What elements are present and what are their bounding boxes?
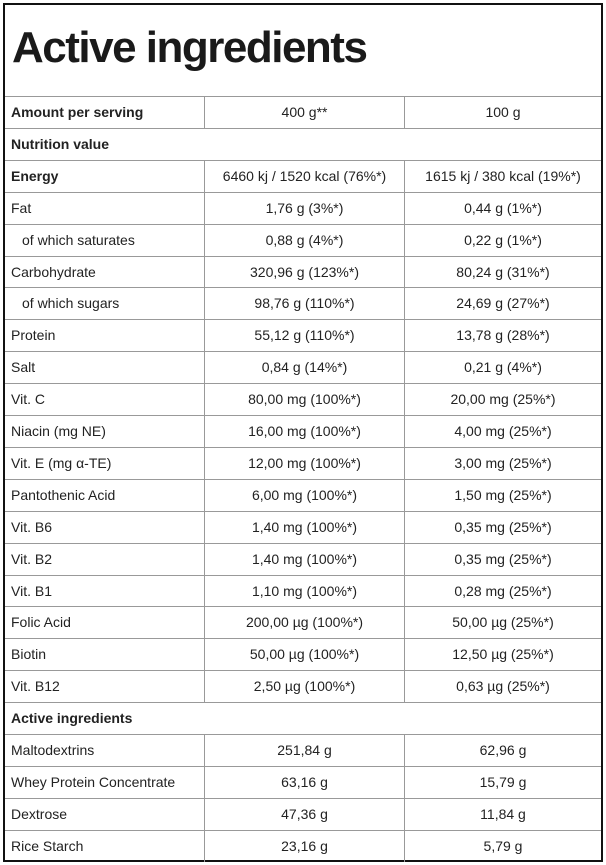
row-label: Niacin (mg NE) [11,423,106,439]
table-row: Niacin (mg NE) 16,00 mg (100%*) 4,00 mg (2… [5,415,601,447]
row-label: of which sugars [22,295,120,312]
row-value: 12,50 µg (25%*) [404,639,601,671]
row-value: 1,76 g (3%*) [204,192,404,224]
row-value: 1,10 mg (100%*) [204,575,404,607]
table-row: Maltodextrins 251,84 g 62,96 g [5,734,601,766]
table-row: Dextrose 47,36 g 11,84 g [5,797,601,830]
row-value: 251,84 g [204,735,404,766]
table-row: Salt 0,84 g (14%*) 0,21 g (4%*) [5,351,601,384]
section-header: Nutrition value [11,135,110,152]
row-label: Dextrose [11,805,68,822]
row-label: Amount per serving [11,104,144,120]
row-label: Vit. B2 [11,550,52,567]
row-value: 0,21 g (4%*) [404,352,601,384]
row-value: 3,00 mg (25%*) [404,447,601,479]
row-value: 63,16 g [204,766,404,798]
row-value: 15,79 g [404,766,601,798]
row-value: 2,50 µg (100%*) [204,671,404,703]
table-row: of which sugars 98,76 g (110%*) 24,69 g (2… [5,287,601,320]
row-value: 0,28 mg (25%*) [404,575,601,607]
row-value: 13,78 g (28%*) [404,320,601,352]
row-value: 0,84 g (14%*) [204,352,404,384]
row-value: 5,79 g [404,830,601,862]
row-value: 400 g** [204,97,404,128]
table-row: Folic Acid 200,00 µg (100%*) 50,00 µg (25%… [5,606,601,639]
row-value: 0,44 g (1%*) [404,192,601,224]
row-value: 11,84 g [404,798,601,830]
row-label: Pantothenic Acid [11,486,116,503]
row-value: 0,35 mg (25%*) [404,511,601,543]
row-value: 55,12 g (110%*) [204,320,404,352]
row-value: 50,00 µg (100%*) [204,639,404,671]
row-value: 6460 kj / 1520 kcal (76%*) [204,160,404,192]
row-label: Vit. E (mg α-TE) [11,454,112,471]
frame: Active ingredients Amount per serving 400… [3,3,603,862]
row-value: 62,96 g [404,735,601,766]
row-label: Fat [11,199,32,216]
row-label: Protein [11,327,56,344]
row-value: 200,00 µg (100%*) [204,607,404,639]
row-label: Maltodextrins [11,742,95,758]
table-row: Amount per serving 400 g** 100 g [5,96,601,128]
row-value: 50,00 µg (25%*) [404,607,601,639]
row-value: 80,24 g (31%*) [404,256,601,288]
table-row: Active ingredients [5,702,601,734]
row-value: 0,63 µg (25%*) [404,671,601,703]
row-value: 1,40 mg (100%*) [204,511,404,543]
table-row: Vit. B6 1,40 mg (100%*) 0,35 mg (25%*) [5,510,601,543]
row-label: Rice Starch [11,837,84,854]
table-row: Nutrition value [5,127,601,160]
row-label: Whey Protein Concentrate [11,773,176,790]
table-row: Vit. B12 2,50 µg (100%*) 0,63 µg (25%*) [5,670,601,703]
row-label: Vit. B6 [11,518,52,535]
row-value: 23,16 g [204,830,404,862]
row-value: 1615 kj / 380 kcal (19%*) [404,160,601,192]
table-row: Pantothenic Acid 6,00 mg (100%*) 1,50 mg (… [5,478,601,511]
row-label: Salt [11,359,36,376]
row-value: 0,22 g (1%*) [404,224,601,256]
table-row: Vit. B2 1,40 mg (100%*) 0,35 mg (25%*) [5,542,601,575]
table-row: Whey Protein Concentrate 63,16 g 15,79 g [5,765,601,798]
row-value: 47,36 g [204,798,404,830]
row-value: 98,76 g (110%*) [204,288,404,320]
table-row: Vit. C 80,00 mg (100%*) 20,00 mg (25%*) [5,383,601,416]
row-value: 16,00 mg (100%*) [204,416,404,447]
row-label: Folic Acid [11,614,71,631]
row-value: 1,40 mg (100%*) [204,543,404,575]
row-value: 24,69 g (27%*) [404,288,601,320]
table-row: Carbohydrate 320,96 g (123%*) 80,24 g (31%… [5,255,601,288]
table-row: Biotin 50,00 µg (100%*) 12,50 µg (25%*) [5,638,601,671]
row-label: Vit. B1 [11,582,52,599]
section-header: Active ingredients [11,710,133,727]
row-value: 20,00 mg (25%*) [404,384,601,416]
row-label: Energy [11,167,59,184]
table-row: Fat 1,76 g (3%*) 0,44 g (1%*) [5,191,601,224]
row-value: 0,88 g (4%*) [204,224,404,256]
table-row: Vit. B1 1,10 mg (100%*) 0,28 mg (25%*) [5,574,601,607]
row-label: Biotin [11,646,47,663]
row-value: 320,96 g (123%*) [204,256,404,288]
row-value: 4,00 mg (25%*) [404,416,601,447]
row-label: Vit. C [11,391,45,408]
row-value: 6,00 mg (100%*) [204,479,404,511]
table-row: Rice Starch 23,16 g 5,79 g [5,829,601,862]
table-row: Energy 6460 kj / 1520 kcal (76%*) 1615 kj … [5,159,601,192]
table-row: Vit. E (mg α-TE) 12,00 mg (100%*) 3,00 mg … [5,446,601,479]
table-row: of which saturates 0,88 g (4%*) 0,22 g (1%… [5,223,601,256]
row-value: 0,35 mg (25%*) [404,543,601,575]
row-value: 100 g [404,97,601,128]
row-value: 80,00 mg (100%*) [204,384,404,416]
title: Active ingredients [12,23,368,72]
row-label: Vit. B12 [11,678,60,695]
row-value: 1,50 mg (25%*) [404,479,601,511]
row-label: Carbohydrate [11,263,96,280]
table-row: Protein 55,12 g (110%*) 13,78 g (28%*) [5,319,601,352]
row-label: of which saturates [22,231,135,248]
row-value: 12,00 mg (100%*) [204,447,404,479]
